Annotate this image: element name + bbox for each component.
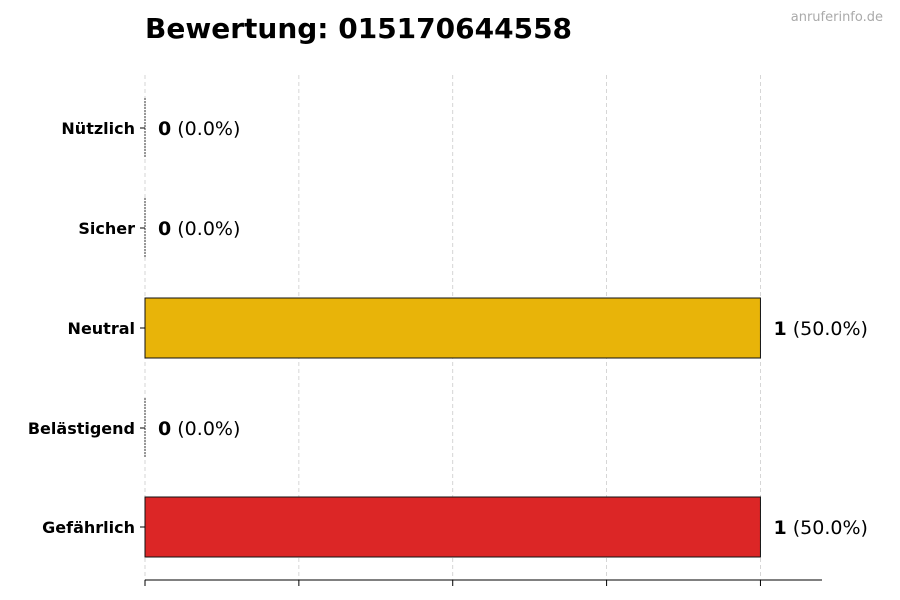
data-label-count: 0	[158, 118, 171, 140]
data-label-percent: (50.0%)	[787, 318, 868, 340]
chart-title: Bewertung: 015170644558	[145, 12, 573, 45]
category-label: Sicher	[78, 219, 135, 238]
category-label: Belästigend	[28, 419, 135, 438]
data-label: 1 (50.0%)	[773, 318, 867, 340]
data-label-count: 0	[158, 218, 171, 240]
data-label-count: 1	[773, 517, 786, 539]
category-label: Gefährlich	[42, 518, 135, 537]
watermark: anruferinfo.de	[790, 10, 883, 25]
data-label-percent: (0.0%)	[171, 118, 240, 140]
data-label-count: 1	[773, 318, 786, 340]
data-label: 1 (50.0%)	[773, 517, 867, 539]
category-label: Nützlich	[61, 119, 135, 138]
data-label: 0 (0.0%)	[158, 218, 240, 240]
bar-4	[144, 496, 761, 558]
data-label-count: 0	[158, 418, 171, 440]
data-label-percent: (0.0%)	[171, 418, 240, 440]
data-label-percent: (0.0%)	[171, 218, 240, 240]
data-label-percent: (50.0%)	[787, 517, 868, 539]
data-label: 0 (0.0%)	[158, 118, 240, 140]
bar-2	[144, 297, 761, 359]
data-label: 0 (0.0%)	[158, 418, 240, 440]
category-label: Neutral	[68, 319, 135, 338]
